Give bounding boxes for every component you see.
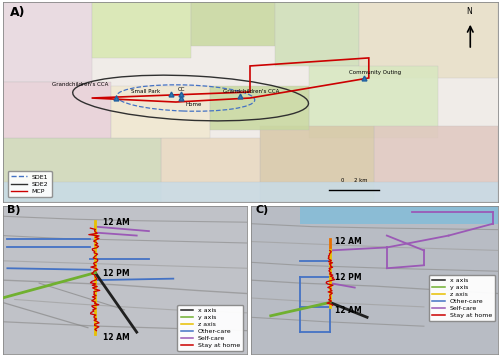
- Polygon shape: [2, 82, 112, 138]
- Text: A): A): [10, 6, 26, 19]
- Text: 0      2 km: 0 2 km: [340, 178, 367, 183]
- Text: C): C): [256, 205, 269, 215]
- Text: B): B): [8, 205, 21, 215]
- Text: Community Outing: Community Outing: [349, 70, 401, 75]
- Text: 12 AM: 12 AM: [335, 237, 361, 246]
- Polygon shape: [275, 2, 359, 66]
- Polygon shape: [2, 2, 92, 82]
- Polygon shape: [210, 86, 310, 130]
- Text: CC: CC: [178, 87, 186, 92]
- Text: Small Park: Small Park: [131, 89, 160, 94]
- Text: Grandchildren's CCA: Grandchildren's CCA: [223, 89, 279, 94]
- Polygon shape: [374, 126, 498, 202]
- Text: Home: Home: [186, 102, 202, 107]
- Polygon shape: [2, 182, 498, 202]
- Text: 12 PM: 12 PM: [335, 273, 361, 282]
- Text: 12 AM: 12 AM: [102, 218, 130, 227]
- Polygon shape: [92, 2, 190, 58]
- Polygon shape: [300, 206, 498, 224]
- Polygon shape: [310, 66, 438, 138]
- Legend: SDE1, SDE2, MCP: SDE1, SDE2, MCP: [8, 171, 52, 197]
- Text: 12 AM: 12 AM: [335, 306, 361, 315]
- Text: 12 AM: 12 AM: [102, 333, 130, 342]
- Polygon shape: [161, 138, 260, 202]
- Legend: x axis, y axis, z axis, Other-care, Self-care, Stay at home: x axis, y axis, z axis, Other-care, Self…: [429, 275, 495, 321]
- Polygon shape: [359, 2, 498, 78]
- Polygon shape: [190, 2, 275, 46]
- Text: Grandchildren's CCA: Grandchildren's CCA: [52, 82, 108, 87]
- Polygon shape: [260, 126, 374, 202]
- Polygon shape: [112, 86, 210, 138]
- Polygon shape: [2, 138, 161, 202]
- Text: 12 PM: 12 PM: [102, 268, 129, 278]
- Text: N: N: [466, 7, 472, 16]
- Legend: x axis, y axis, z axis, Other-care, Self-care, Stay at home: x axis, y axis, z axis, Other-care, Self…: [178, 305, 244, 351]
